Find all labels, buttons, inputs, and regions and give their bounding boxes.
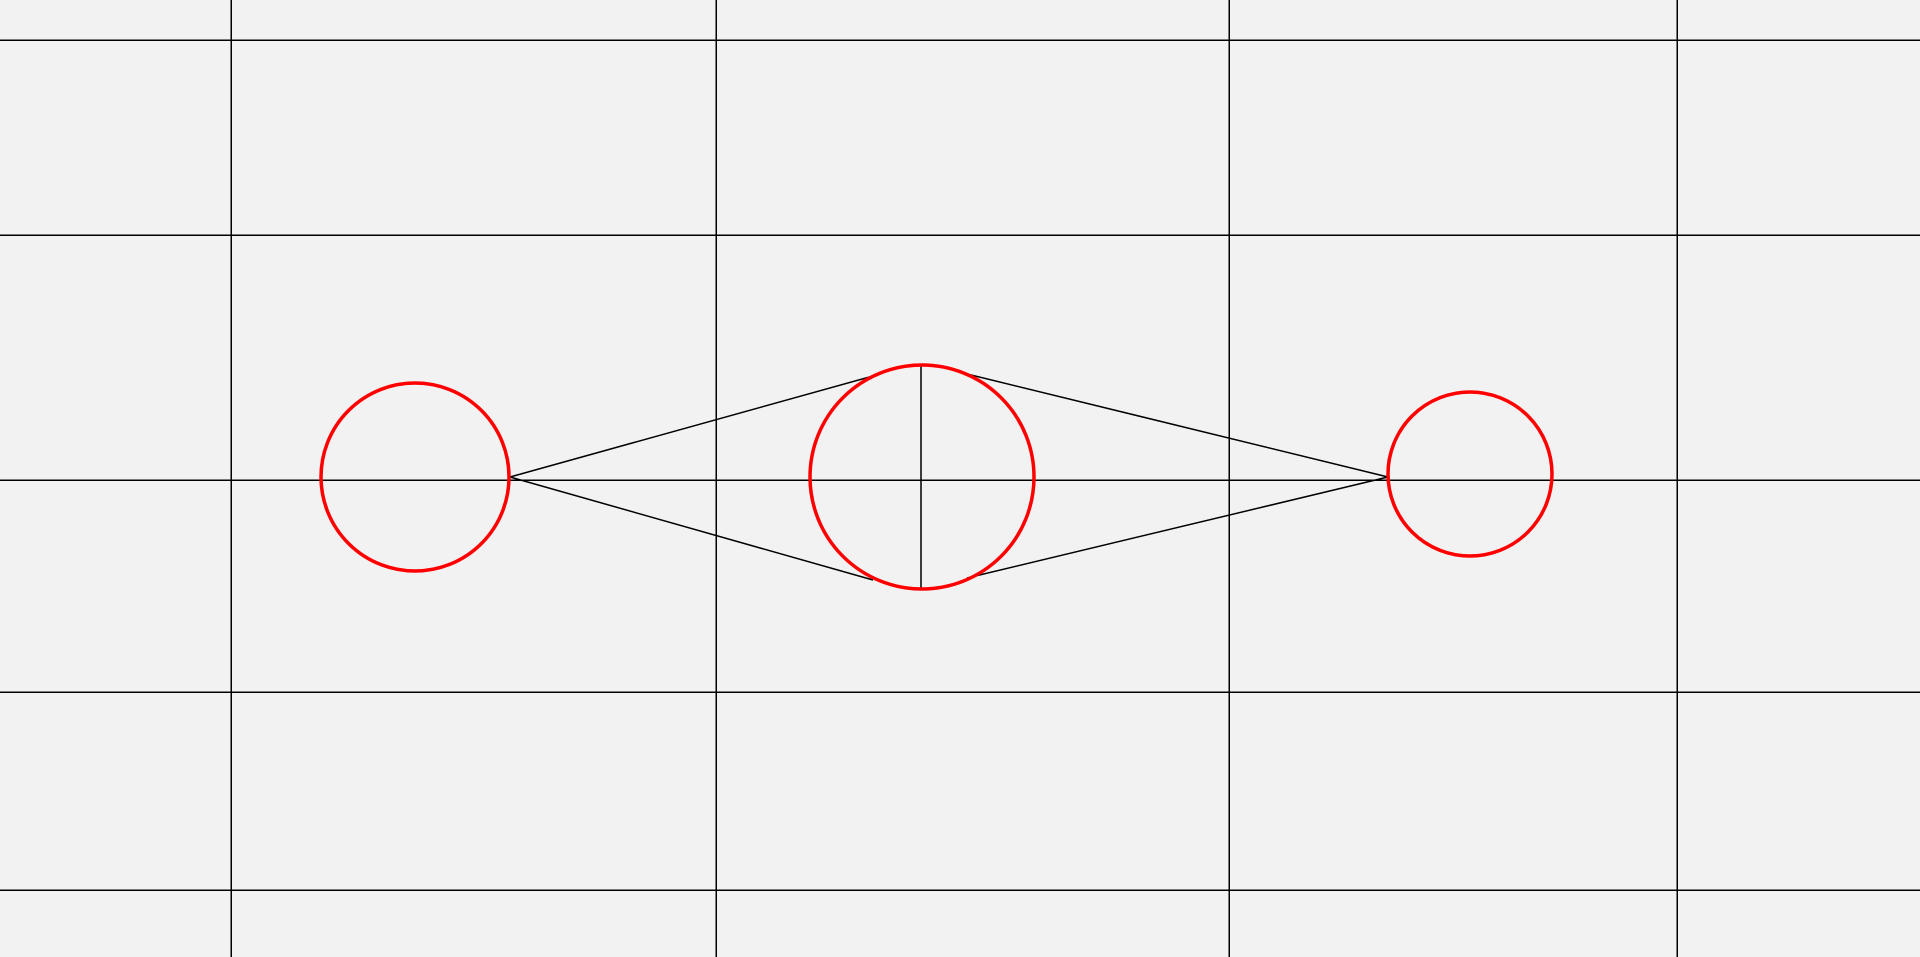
tangent-line-lower-left [509, 476, 874, 581]
circle-right[interactable] [1386, 390, 1554, 558]
construction-lines [509, 365, 1389, 590]
tangent-line-upper-left [509, 375, 874, 478]
tangent-line-upper-right [966, 373, 1389, 478]
grid-vertical-lines [230, 0, 1678, 957]
circle-center[interactable] [808, 363, 1036, 591]
circles[interactable] [319, 363, 1554, 591]
circle-left[interactable] [319, 381, 511, 573]
tangent-line-lower-right [966, 476, 1389, 579]
